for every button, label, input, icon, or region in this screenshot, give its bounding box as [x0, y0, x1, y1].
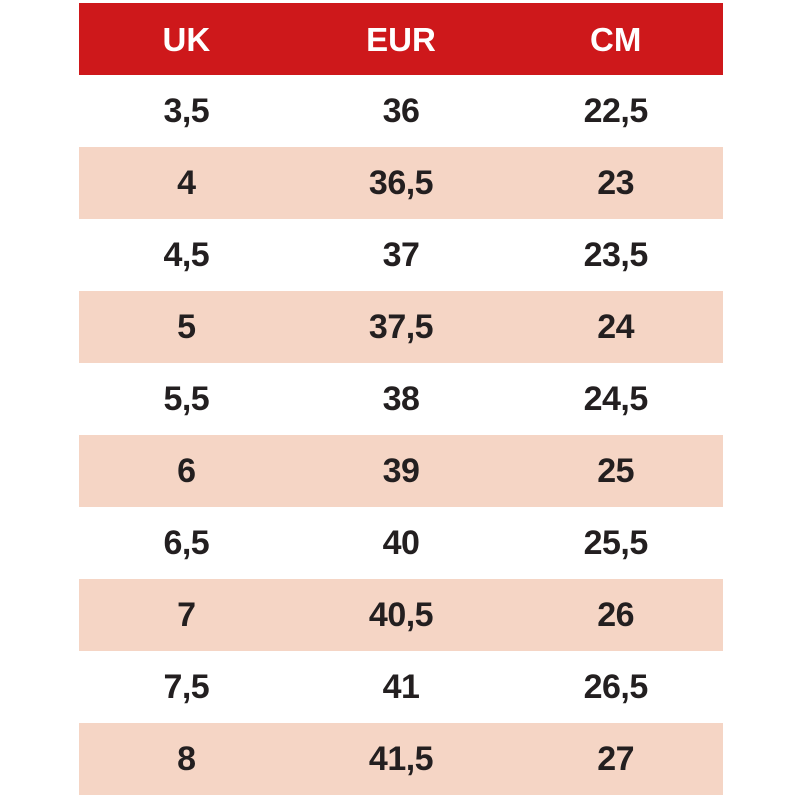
table-cell-uk: 8 — [177, 740, 196, 778]
table-cell-eur: 40 — [382, 524, 420, 562]
table-row: 7,5 41 26,5 — [79, 651, 723, 723]
table-cell-cm: 25,5 — [583, 524, 649, 562]
table-cell-eur: 41 — [382, 668, 420, 706]
size-table-body: 3,5 36 22,5 4 36,5 23 4,5 37 23,5 5 37,5 24 5,5 38 24,… — [79, 75, 723, 795]
table-cell-cm: 24,5 — [583, 380, 649, 418]
table-header-row: UK EUR CM — [79, 3, 723, 75]
table-row: 4,5 37 23,5 — [79, 219, 723, 291]
table-row: 5,5 38 24,5 — [79, 363, 723, 435]
table-row: 6 39 25 — [79, 435, 723, 507]
table-row: 5 37,5 24 — [79, 291, 723, 363]
table-cell-cm: 22,5 — [583, 92, 649, 130]
table-cell-uk: 7,5 — [163, 668, 210, 706]
table-row: 7 40,5 26 — [79, 579, 723, 651]
table-cell-eur: 36 — [382, 92, 420, 130]
table-cell-eur: 41,5 — [368, 740, 434, 778]
table-cell-uk: 3,5 — [163, 92, 210, 130]
table-cell-eur: 36,5 — [368, 164, 434, 202]
table-cell-uk: 6,5 — [163, 524, 210, 562]
table-row: 8 41,5 27 — [79, 723, 723, 795]
table-cell-cm: 26,5 — [583, 668, 649, 706]
table-cell-uk: 5,5 — [163, 380, 210, 418]
table-cell-eur: 39 — [382, 452, 420, 490]
table-cell-cm: 26 — [597, 596, 635, 634]
table-cell-eur: 37,5 — [368, 308, 434, 346]
table-row: 3,5 36 22,5 — [79, 75, 723, 147]
table-cell-cm: 23 — [597, 164, 635, 202]
size-conversion-table: UK EUR CM 3,5 36 22,5 4 36,5 23 4,5 37 23,5 5 37,5 24… — [79, 3, 723, 795]
table-cell-eur: 37 — [382, 236, 420, 274]
column-header-cm: CM — [590, 20, 642, 58]
table-cell-uk: 4,5 — [163, 236, 210, 274]
table-cell-uk: 4 — [177, 164, 196, 202]
table-cell-eur: 38 — [382, 380, 420, 418]
table-row: 4 36,5 23 — [79, 147, 723, 219]
table-row: 6,5 40 25,5 — [79, 507, 723, 579]
table-cell-uk: 6 — [177, 452, 196, 490]
table-cell-cm: 23,5 — [583, 236, 649, 274]
column-header-eur: EUR — [366, 20, 436, 58]
table-cell-uk: 7 — [177, 596, 196, 634]
table-cell-cm: 27 — [597, 740, 635, 778]
column-header-uk: UK — [162, 20, 211, 58]
table-cell-cm: 25 — [597, 452, 635, 490]
table-cell-uk: 5 — [177, 308, 196, 346]
table-cell-cm: 24 — [597, 308, 635, 346]
table-cell-eur: 40,5 — [368, 596, 434, 634]
